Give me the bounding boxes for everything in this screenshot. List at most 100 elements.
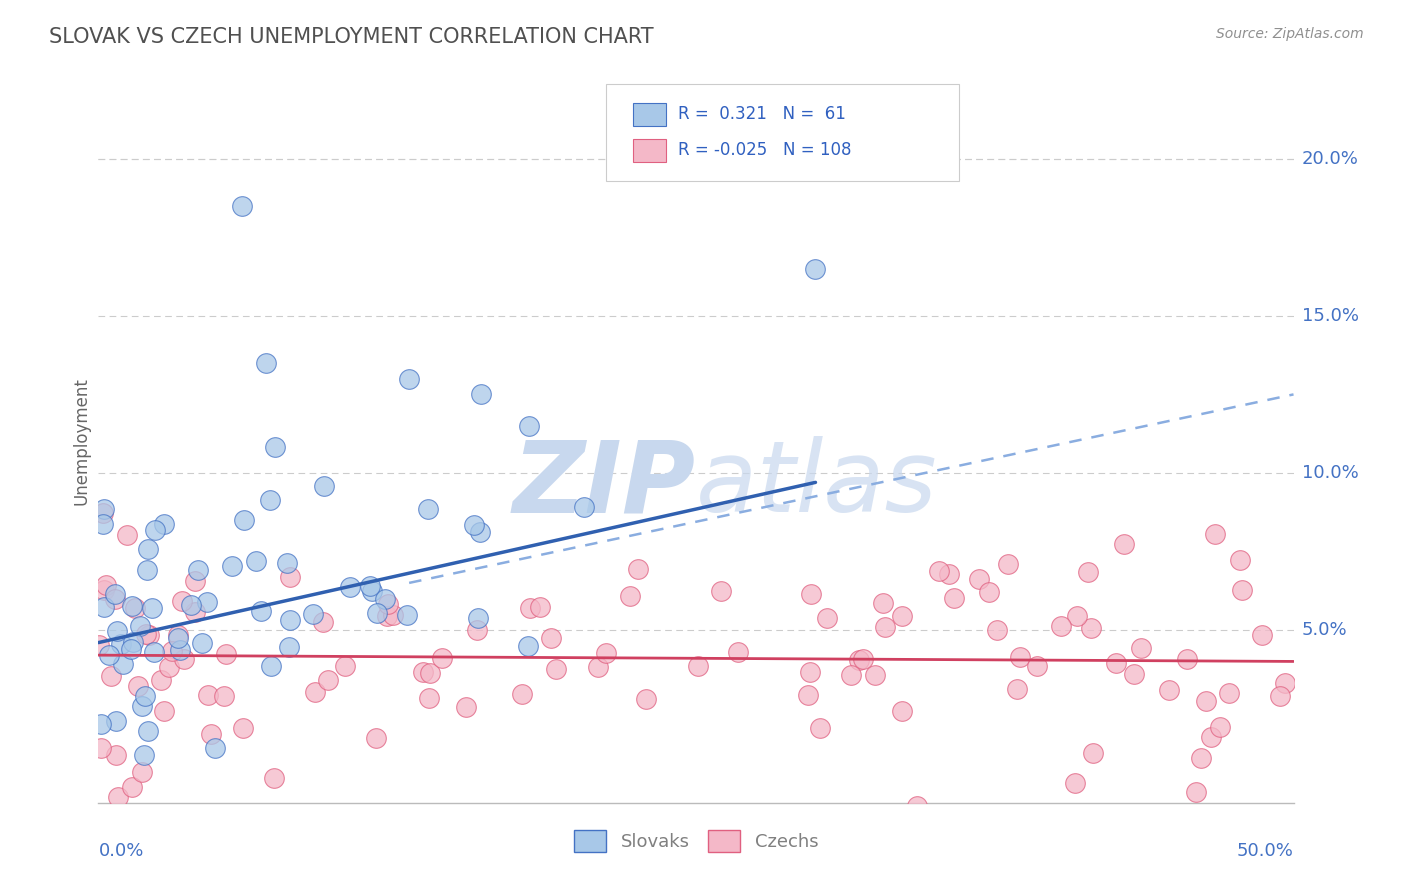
Point [150, 673, 173, 688]
Point [131, 698, 153, 713]
Point [797, 688, 820, 702]
Point [1105, 656, 1128, 670]
Point [1080, 620, 1102, 634]
Point [852, 651, 875, 665]
Point [135, 563, 157, 577]
Point [799, 665, 821, 679]
Point [191, 636, 214, 650]
Point [366, 606, 388, 620]
Point [891, 704, 914, 718]
Point [131, 764, 153, 779]
Point [986, 623, 1008, 637]
Point [808, 721, 831, 735]
Point [93, 502, 115, 516]
Point [510, 687, 533, 701]
Point [1274, 676, 1296, 690]
Point [90, 716, 112, 731]
Point [339, 580, 361, 594]
Point [304, 685, 326, 699]
Point [928, 564, 950, 578]
Point [465, 623, 488, 637]
Point [128, 619, 150, 633]
Point [97, 648, 120, 662]
Point [259, 493, 281, 508]
Point [905, 799, 928, 814]
Point [105, 624, 128, 638]
Point [302, 607, 325, 621]
Point [160, 644, 183, 658]
Point [1077, 565, 1099, 579]
Point [1218, 686, 1240, 700]
Point [938, 566, 960, 581]
Point [1189, 751, 1212, 765]
Point [848, 653, 870, 667]
Point [263, 440, 285, 454]
Point [231, 199, 253, 213]
Point [141, 600, 163, 615]
Point [187, 563, 209, 577]
Point [1130, 641, 1153, 656]
Point [276, 556, 298, 570]
Point [173, 652, 195, 666]
Point [212, 690, 235, 704]
Point [184, 605, 207, 619]
Point [132, 748, 155, 763]
Point [626, 562, 648, 576]
Point [91, 506, 114, 520]
Point [1199, 730, 1222, 744]
Point [456, 700, 478, 714]
Point [517, 418, 540, 433]
Point [1050, 619, 1073, 633]
Point [381, 607, 404, 622]
Point [121, 599, 143, 614]
Point [115, 528, 138, 542]
Point [153, 517, 176, 532]
Point [804, 261, 827, 276]
Point [93, 599, 115, 614]
Point [215, 648, 238, 662]
Point [124, 601, 146, 615]
Point [1229, 553, 1251, 567]
Point [318, 673, 340, 688]
Text: SLOVAK VS CZECH UNEMPLOYMENT CORRELATION CHART: SLOVAK VS CZECH UNEMPLOYMENT CORRELATION… [49, 27, 654, 46]
Point [153, 704, 176, 718]
Point [586, 659, 609, 673]
Point [127, 679, 149, 693]
Point [395, 607, 418, 622]
Text: atlas: atlas [696, 436, 938, 533]
Point [710, 584, 733, 599]
Point [260, 658, 283, 673]
Point [104, 587, 127, 601]
Point [1114, 537, 1136, 551]
Point [636, 692, 658, 706]
Point [111, 657, 134, 671]
Point [815, 611, 838, 625]
Point [107, 790, 129, 805]
Point [519, 600, 541, 615]
Point [142, 644, 165, 658]
Point [100, 669, 122, 683]
FancyBboxPatch shape [606, 84, 959, 181]
Point [430, 651, 453, 665]
Point [157, 660, 180, 674]
Point [136, 542, 159, 557]
Point [221, 559, 243, 574]
Point [366, 731, 388, 745]
Point [416, 502, 439, 516]
Point [688, 658, 710, 673]
Point [138, 628, 160, 642]
Point [89, 638, 111, 652]
Point [103, 592, 125, 607]
Point [204, 741, 226, 756]
Point [195, 595, 218, 609]
Point [997, 557, 1019, 571]
Point [1195, 693, 1218, 707]
Point [540, 631, 562, 645]
Point [359, 579, 381, 593]
Point [94, 578, 117, 592]
Point [277, 640, 299, 654]
Point [278, 570, 301, 584]
Point [398, 372, 420, 386]
Point [170, 594, 193, 608]
Point [120, 641, 142, 656]
